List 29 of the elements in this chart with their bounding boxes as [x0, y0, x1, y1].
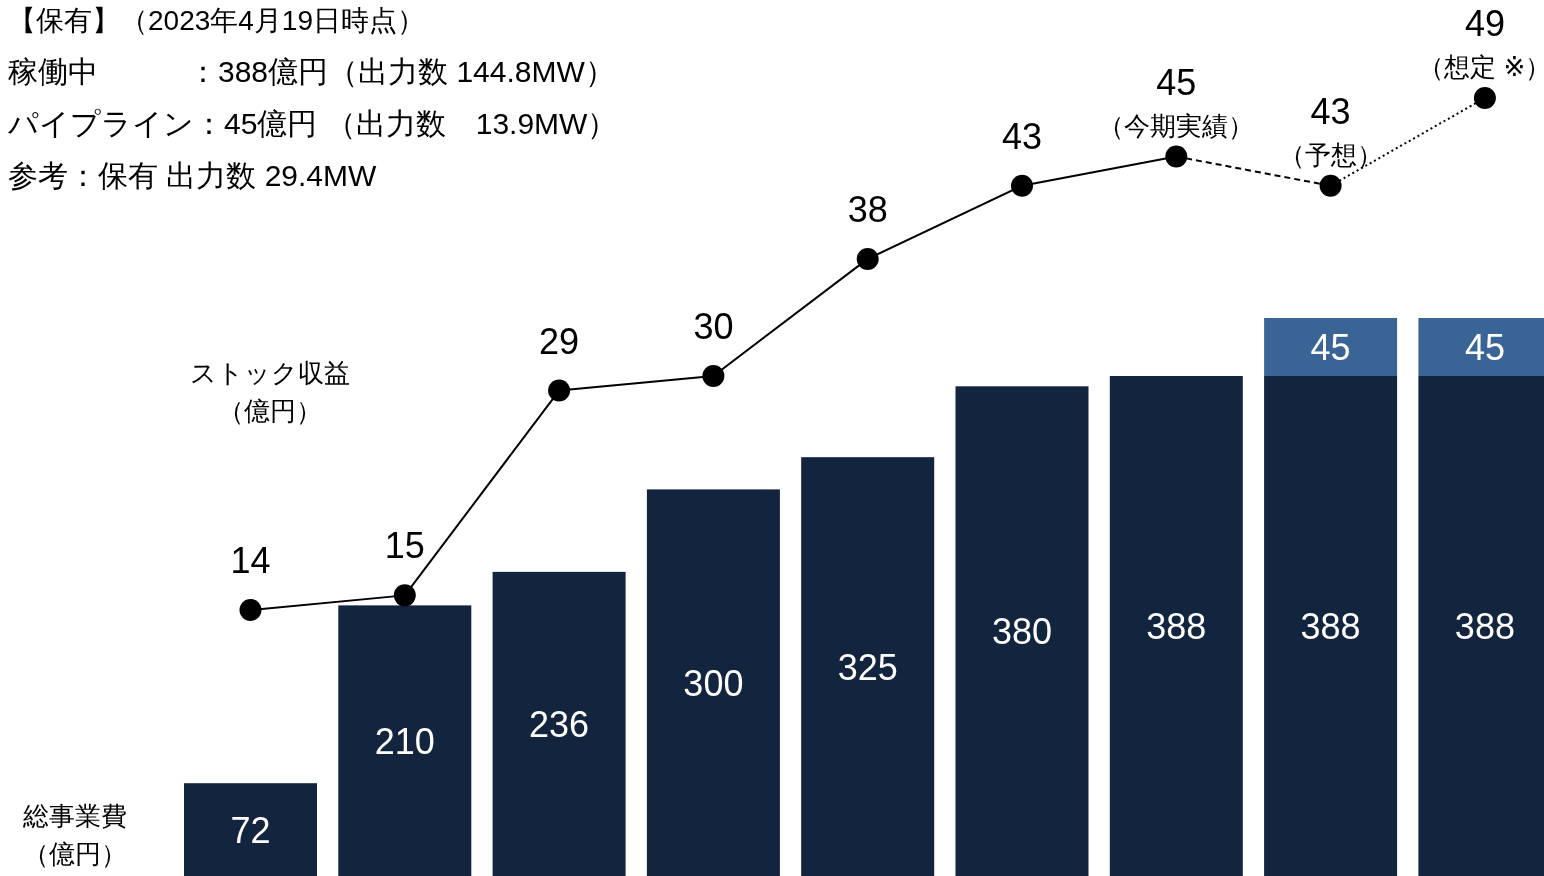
data-label: 388: [1300, 606, 1361, 647]
value-label: 14: [230, 540, 271, 581]
value-label: 43: [1002, 115, 1042, 157]
value-label: 49: [1464, 3, 1505, 44]
axis-title: 総事業費（億円）: [23, 801, 127, 869]
value-label: 29: [539, 320, 580, 362]
value-label: 30: [693, 305, 734, 347]
value-label: 38: [847, 188, 888, 230]
annotation: 稼働中 ：388億円（出力数 144.8MW）: [8, 55, 615, 88]
data-label: 325: [837, 646, 898, 688]
value-label: 15: [384, 525, 425, 567]
annotation: （予想）: [1278, 139, 1383, 170]
data-label: 388: [1146, 606, 1207, 647]
data-label: 388: [1454, 606, 1515, 647]
annotation: （今期実績）: [1098, 110, 1255, 141]
annotation: 参考：保有 出力数 29.4MW: [8, 159, 377, 192]
annotation: パイプライン：45億円 （出力数 13.9MW）: [8, 107, 618, 140]
title: 【保有】（2023年4月19日時点）: [8, 5, 425, 36]
axis-title: ストック収益（億円）: [190, 358, 350, 426]
annotation: （想定 ※）: [1418, 52, 1544, 82]
data-label: 72: [230, 809, 271, 851]
data-label: 45: [1464, 327, 1505, 368]
data-label: 380: [991, 611, 1053, 653]
data-label: 236: [529, 703, 590, 745]
data-label: 45: [1310, 327, 1351, 368]
data-label: 210: [374, 720, 435, 762]
data-label: 300: [683, 662, 744, 704]
value-label: 45: [1156, 61, 1197, 103]
value-label: 43: [1310, 90, 1351, 132]
